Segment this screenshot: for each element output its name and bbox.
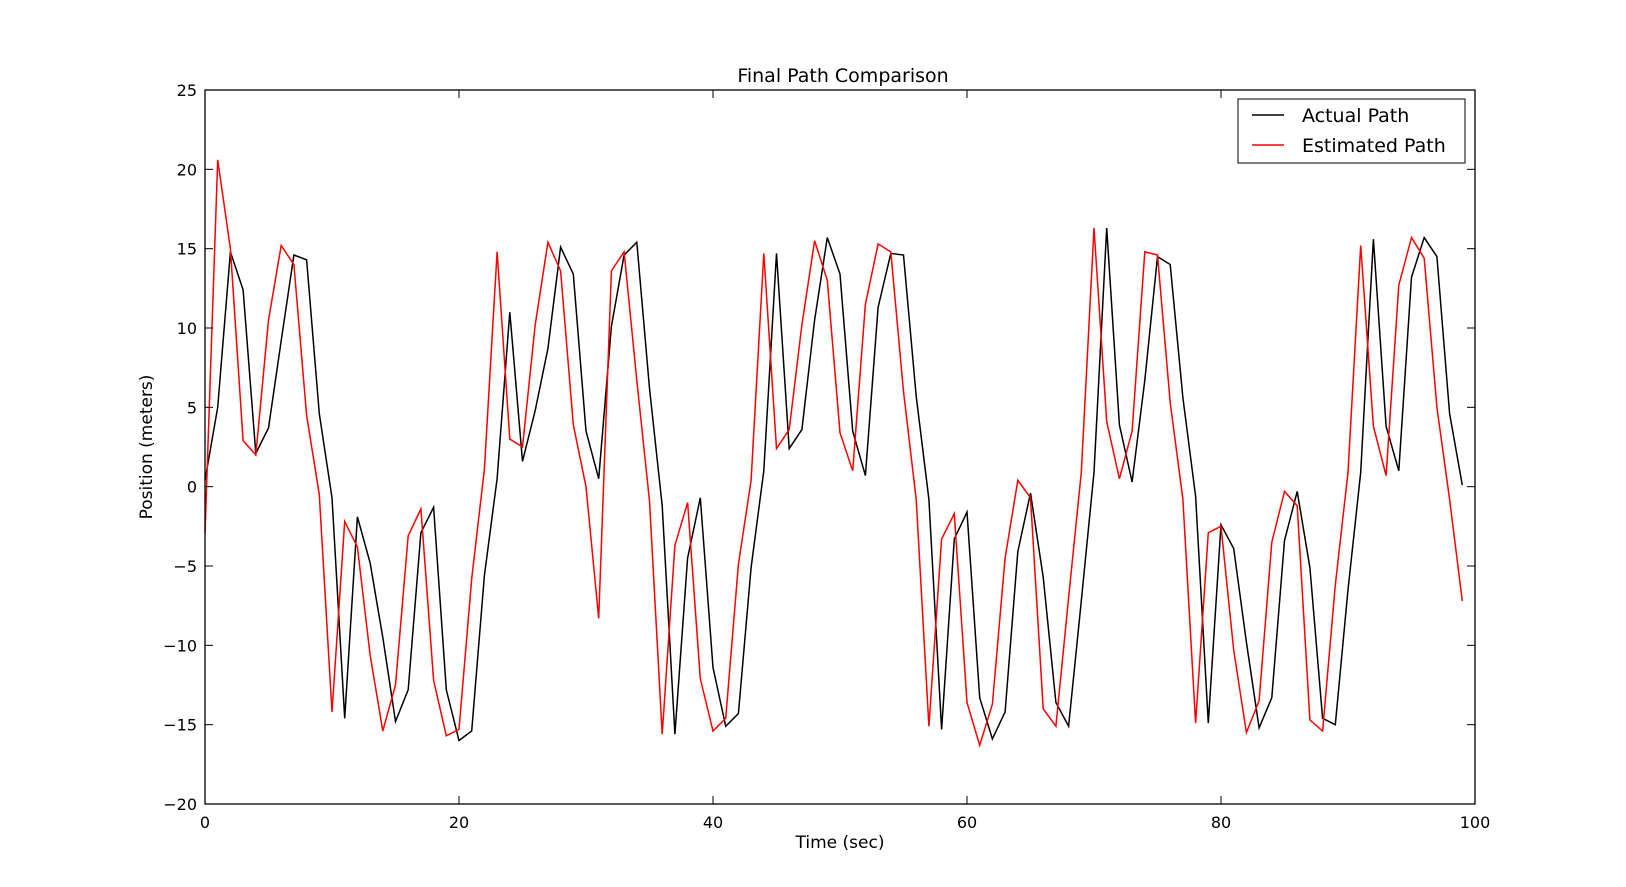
x-tick-label: 60	[957, 813, 977, 832]
y-tick-label: −15	[163, 716, 197, 735]
chart-title: Final Path Comparison	[737, 65, 948, 87]
legend-label-actual-path: Actual Path	[1302, 105, 1409, 127]
series-layer	[204, 159, 1464, 748]
x-axis-label: Time (sec)	[795, 833, 885, 853]
legend-label-estimated-path: Estimated Path	[1302, 135, 1446, 157]
y-tick-label: 5	[187, 398, 197, 417]
y-axis-label: Position (meters)	[137, 375, 157, 520]
x-tick-label: 20	[449, 813, 469, 832]
plot-area	[205, 90, 1475, 804]
x-tick-label: 0	[200, 813, 210, 832]
y-tick-label: −10	[163, 636, 197, 655]
x-tick-label: 40	[703, 813, 723, 832]
series-line-actual-path	[204, 227, 1464, 742]
plot-frame	[204, 89, 1476, 805]
y-tick-label: −5	[173, 557, 197, 576]
axes-layer: 0 20 40 60 80 100 −20 −15 −10 −5 0 5 10 15 20 25	[163, 81, 1490, 832]
y-tick-label: −20	[163, 795, 197, 814]
y-tick-label: 10	[177, 319, 197, 338]
y-tick-label: 15	[177, 240, 197, 259]
y-tick-label: 25	[177, 81, 197, 100]
series-line-estimated-path	[204, 159, 1464, 748]
y-tick-label: 20	[177, 160, 197, 179]
legend: Actual Path Estimated Path	[1237, 98, 1466, 164]
legend-box	[1237, 98, 1466, 164]
y-tick-label: 0	[187, 478, 197, 497]
x-tick-label: 100	[1460, 813, 1491, 832]
x-tick-label: 80	[1211, 813, 1231, 832]
